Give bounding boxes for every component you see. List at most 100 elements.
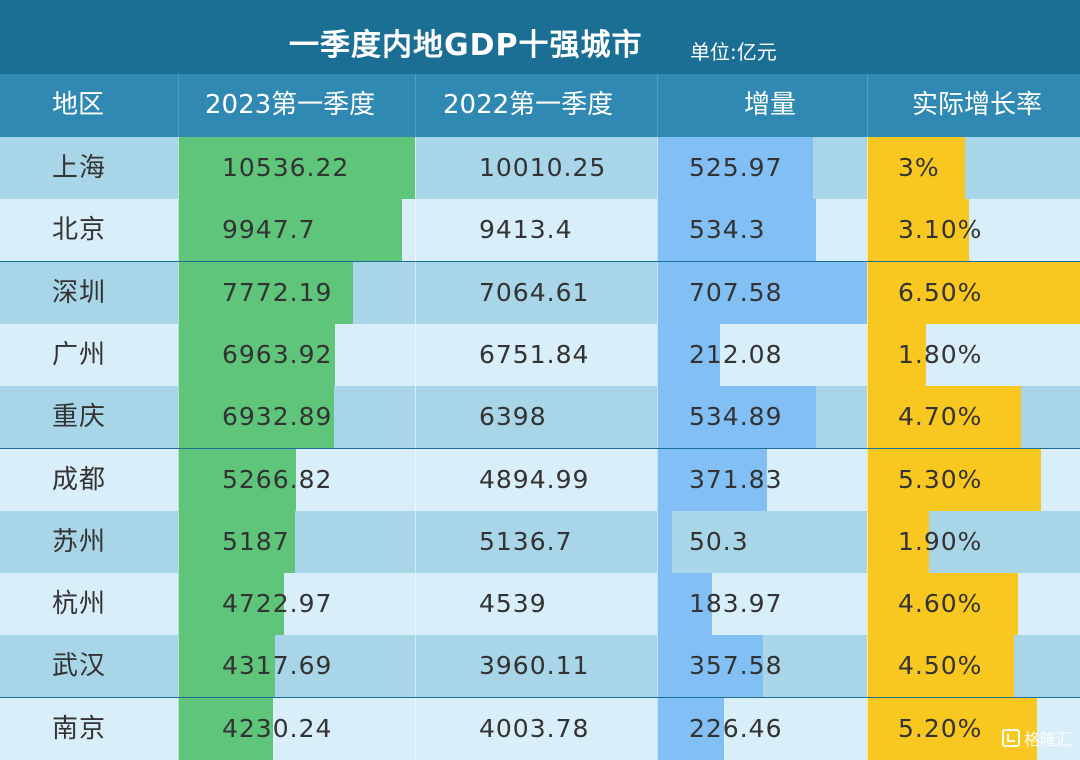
table-row: 重庆 6932.89 6398 534.89 4.70% [0,386,1080,449]
watermark-logo: 格隆汇 [1001,726,1072,750]
cell-increase: 525.97 [689,153,783,182]
column-divider [657,261,658,324]
cell-q1-2023: 4230.24 [222,713,333,743]
column-divider [178,323,179,386]
bar-growth [867,199,969,262]
table-row: 上海 10536.22 10010.25 525.97 3% [0,137,1080,199]
column-divider [415,137,416,199]
column-divider [178,261,179,324]
table-row: 杭州 4722.97 4539 183.97 4.60% [0,573,1080,636]
bar-growth [867,323,926,386]
column-divider [657,697,658,760]
cell-q1-2022: 3960.11 [479,651,590,681]
cell-region: 广州 [52,339,107,370]
cell-region: 武汉 [52,651,107,682]
header-region: 地区 [52,90,105,120]
column-divider [867,261,868,324]
column-divider [867,323,868,386]
column-divider [178,199,179,262]
header-increase: 增量 [744,90,797,120]
cell-growth: 3.10% [898,215,983,245]
column-divider [657,573,658,636]
column-divider [867,199,868,262]
bar-increase [657,697,725,760]
column-divider [657,448,658,511]
unit-label: 单位:亿元 [690,40,777,64]
column-divider [867,635,868,698]
column-divider [178,573,179,636]
bar-increase [657,137,814,199]
header-q1-2022: 2022第一季度 [443,90,614,120]
cell-region: 重庆 [52,402,107,433]
bar-increase [657,261,867,324]
cell-q1-2022: 4539 [479,589,547,619]
column-divider [415,199,416,262]
table-row: 北京 9947.7 9413.4 534.3 3.10% [0,199,1080,262]
bar-increase [657,199,816,262]
bar-q1-2023 [178,137,415,199]
cell-q1-2022: 6751.84 [479,339,590,369]
bar-q1-2023 [178,323,335,386]
cell-growth: 5.30% [898,464,983,494]
bar-growth [867,635,1015,698]
header-divider [867,74,868,137]
cell-growth: 1.90% [898,526,983,556]
column-divider [657,323,658,386]
column-divider [178,697,179,760]
bar-growth [867,573,1018,636]
cell-increase: 534.3 [689,215,766,245]
column-divider [178,510,179,573]
column-divider [415,323,416,386]
column-divider [415,510,416,573]
bar-increase [657,573,712,636]
cell-region: 苏州 [52,526,107,557]
column-divider [415,573,416,636]
table-row: 武汉 4317.69 3960.11 357.58 4.50% [0,635,1080,698]
bar-q1-2023 [178,448,297,511]
cell-q1-2023: 5187 [222,526,290,556]
cell-q1-2023: 10536.22 [222,153,350,182]
cell-increase: 357.58 [689,651,783,681]
table-row: 成都 5266.82 4894.99 371.83 5.30% [0,448,1080,511]
cell-q1-2022: 4003.78 [479,713,590,743]
cell-q1-2023: 6932.89 [222,402,333,432]
cell-increase: 226.46 [689,713,783,743]
column-divider [415,448,416,511]
column-divider [657,510,658,573]
header-divider [415,74,416,137]
logo-icon [1001,729,1020,747]
cell-region: 上海 [52,153,107,183]
cell-increase: 183.97 [689,589,783,619]
bar-growth [867,697,1038,760]
table-row: 广州 6963.92 6751.84 212.08 1.80% [0,323,1080,386]
cell-q1-2022: 4894.99 [479,464,590,494]
column-divider [178,448,179,511]
cell-growth: 1.80% [898,339,983,369]
cell-q1-2023: 9947.7 [222,215,316,245]
table-header: 地区 2023第一季度 2022第一季度 增量 实际增长率 [0,74,1080,137]
cell-region: 成都 [52,464,107,495]
column-divider [657,635,658,698]
column-divider [867,697,868,760]
column-divider [415,697,416,760]
bar-increase [657,510,672,573]
column-divider [867,386,868,449]
column-divider [867,573,868,636]
bar-growth [867,448,1041,511]
bar-q1-2023 [178,386,334,449]
cell-q1-2023: 4317.69 [222,651,333,681]
bar-q1-2023 [178,635,276,698]
column-divider [178,137,179,199]
cell-increase: 534.89 [689,402,783,432]
cell-increase: 50.3 [689,526,749,556]
bar-increase [657,635,764,698]
chart-title: 一季度内地GDP十强城市 [289,28,643,63]
bar-increase [657,386,816,449]
bar-q1-2023 [178,261,353,324]
cell-growth: 4.60% [898,589,983,619]
column-divider [178,635,179,698]
cell-region: 南京 [52,713,107,744]
bar-q1-2023 [178,697,274,760]
cell-q1-2023: 7772.19 [222,277,333,307]
table-row: 深圳 7772.19 7064.61 707.58 6.50% [0,261,1080,324]
